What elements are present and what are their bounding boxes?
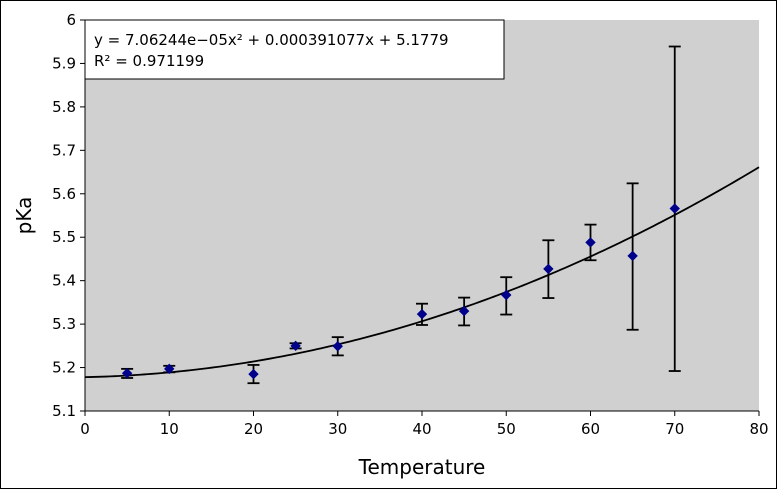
y-tick-label: 5.1 xyxy=(52,402,76,420)
y-tick-label: 5.4 xyxy=(52,272,76,290)
data-point-group xyxy=(247,364,260,385)
data-point-marker xyxy=(585,237,596,248)
x-tick-label: 10 xyxy=(160,420,179,438)
axes: 0 10 20 30 40 50 60 70 80 5.1 5.2 5.3 5.4 5.5 5.6 5.7 5.… xyxy=(52,11,768,438)
data-point-group xyxy=(584,223,597,262)
y-tick-label: 5.5 xyxy=(52,228,76,246)
r-squared-text: R² = 0.971199 xyxy=(94,52,204,70)
plot-area xyxy=(85,20,759,411)
data-point-marker xyxy=(627,250,638,262)
data-point-group xyxy=(416,302,428,326)
x-tick-label: 50 xyxy=(497,420,516,438)
data-point-group xyxy=(626,182,639,331)
data-point-marker xyxy=(248,368,259,380)
equation-box-frame xyxy=(84,19,505,80)
x-tick-label: 70 xyxy=(665,420,684,438)
data-points-layer xyxy=(121,45,681,385)
data-point-group xyxy=(331,336,344,357)
y-tick-label: 6 xyxy=(66,11,76,29)
x-tick-label: 80 xyxy=(749,420,768,438)
y-tick-label: 5.3 xyxy=(52,315,76,333)
x-axis-title: Temperature xyxy=(358,455,486,479)
data-point-marker xyxy=(458,305,470,317)
x-tick-label: 40 xyxy=(412,420,431,438)
y-axis-title: pKa xyxy=(12,197,36,235)
data-point-group xyxy=(542,239,555,299)
x-tick-label: 20 xyxy=(244,420,263,438)
y-tick-label: 5.2 xyxy=(52,359,76,377)
data-point-marker xyxy=(416,308,428,320)
data-point-marker xyxy=(332,341,343,352)
data-point-marker xyxy=(121,367,133,379)
data-point-marker xyxy=(164,363,175,375)
data-point-marker xyxy=(501,289,512,301)
equation-box: y = 7.06244e−05x² + 0.000391077x + 5.177… xyxy=(84,19,505,80)
data-point-group xyxy=(458,296,471,327)
y-tick-label: 5.9 xyxy=(52,54,76,72)
data-point-group xyxy=(289,340,302,352)
data-point-group xyxy=(500,276,513,316)
x-tick-label: 30 xyxy=(328,420,347,438)
data-point-group xyxy=(121,367,134,379)
x-tick-label: 0 xyxy=(80,420,90,438)
x-tick-label: 60 xyxy=(581,420,600,438)
data-point-marker xyxy=(290,340,301,352)
y-tick-label: 5.7 xyxy=(52,141,76,159)
y-tick-label: 5.8 xyxy=(52,98,76,116)
data-point-group xyxy=(163,363,176,375)
data-point-marker xyxy=(543,263,554,275)
equation-text: y = 7.06244e−05x² + 0.000391077x + 5.177… xyxy=(94,31,449,49)
data-point-group xyxy=(668,45,681,372)
y-tick-label: 5.6 xyxy=(52,185,76,203)
data-point-marker xyxy=(669,203,680,214)
